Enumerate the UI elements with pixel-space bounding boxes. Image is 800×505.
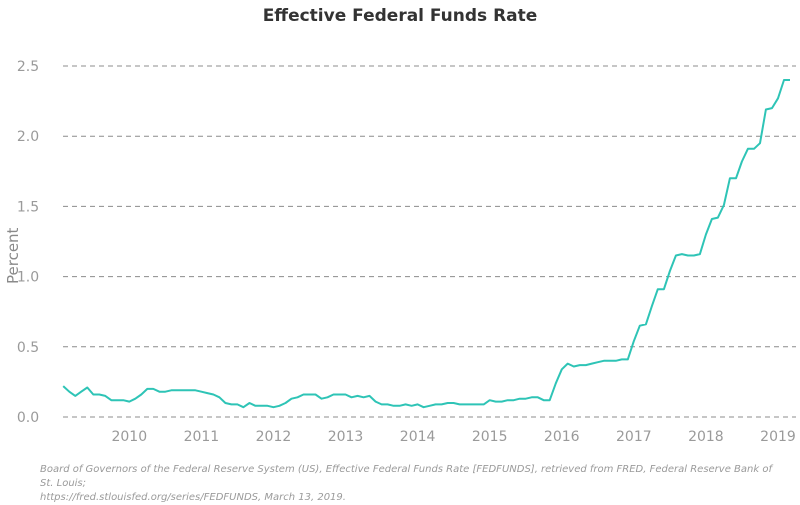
source-line-2: https://fred.stlouisfed.org/series/FEDFU…	[40, 492, 346, 503]
x-tick-label: 2011	[184, 429, 220, 445]
y-tick-label: 1.0	[17, 270, 39, 286]
y-tick-label: 0.0	[17, 410, 39, 426]
x-tick-label: 2016	[544, 429, 580, 445]
y-tick-label: 2.5	[17, 59, 39, 75]
x-axis-ticks: 2010 2011 2012 2013 2014 2015 2016 2017 2018 2019	[111, 429, 795, 445]
x-tick-label: 2012	[256, 429, 292, 445]
y-tick-label: 1.5	[17, 199, 39, 215]
series-layer	[62, 79, 790, 409]
x-tick-label: 2014	[400, 429, 436, 445]
chart-title: Effective Federal Funds Rate	[262, 6, 538, 26]
y-axis-ticks: 0.0 0.5 1.0 1.5 2.0 2.5	[17, 59, 39, 426]
x-tick-label: 2010	[111, 429, 147, 445]
grid-lines	[63, 65, 796, 418]
x-tick-label: 2019	[760, 429, 796, 445]
series-line-0	[62, 79, 790, 409]
x-tick-label: 2013	[328, 429, 364, 445]
x-tick-label: 2015	[472, 429, 508, 445]
x-tick-label: 2017	[616, 429, 652, 445]
source-note: Board of Governors of the Federal Reserv…	[40, 463, 780, 505]
x-tick-label: 2018	[688, 429, 724, 445]
y-tick-label: 0.5	[17, 340, 39, 356]
source-line-1: Board of Governors of the Federal Reserv…	[40, 464, 772, 489]
y-tick-label: 2.0	[17, 129, 39, 145]
